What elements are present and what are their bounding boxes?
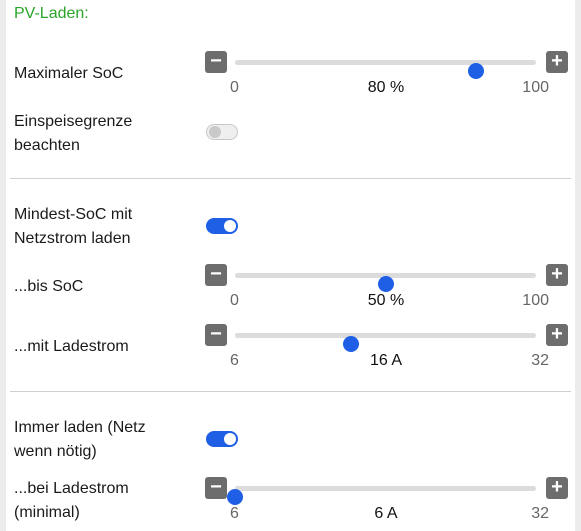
toggle-knob [209, 126, 221, 138]
min-current-increase-button[interactable]: + [546, 477, 568, 499]
with-current-increase-button[interactable]: + [546, 324, 568, 346]
always-charge-label-line2: wenn nötig) [14, 443, 97, 460]
until-soc-slider[interactable]: − + 0 50 % 100 [205, 264, 569, 314]
max-soc-decrease-button[interactable]: − [205, 51, 227, 73]
min-current-label-line1: ...bei Ladestrom [14, 480, 129, 497]
divider [10, 178, 571, 179]
min-soc-grid-label: Mindest-SoC mit Netzstrom laden [14, 203, 132, 251]
min-current-decrease-button[interactable]: − [205, 477, 227, 499]
divider [10, 391, 571, 392]
until-soc-decrease-button[interactable]: − [205, 264, 227, 286]
until-soc-thumb[interactable] [377, 276, 394, 292]
max-soc-increase-button[interactable]: + [546, 51, 568, 73]
toggle-knob [224, 433, 236, 445]
with-current-label: ...mit Ladestrom [14, 338, 129, 355]
min-current-track[interactable] [227, 486, 536, 505]
until-soc-min: 0 [230, 292, 239, 309]
feed-in-limit-label: Einspeisegrenze beachten [14, 110, 132, 158]
max-soc-track[interactable] [235, 60, 536, 79]
feed-in-limit-label-line1: Einspeisegrenze [14, 113, 133, 130]
min-current-slider[interactable]: − + 6 6 A 32 [205, 477, 569, 527]
until-soc-track[interactable] [235, 273, 536, 292]
min-current-label: ...bei Ladestrom (minimal) [14, 477, 129, 525]
with-current-decrease-button[interactable]: − [205, 324, 227, 346]
min-current-label-line2: (minimal) [14, 504, 80, 521]
until-soc-label: ...bis SoC [14, 278, 84, 295]
max-soc-value: 80 % [367, 79, 405, 96]
always-charge-label: Immer laden (Netz wenn nötig) [14, 416, 146, 464]
with-current-track[interactable] [235, 333, 536, 352]
max-soc-min: 0 [230, 79, 239, 96]
max-soc-label: Maximaler SoC [14, 65, 124, 82]
with-current-max: 32 [531, 352, 549, 369]
feed-in-limit-toggle[interactable] [206, 124, 238, 140]
always-charge-toggle[interactable] [206, 431, 238, 447]
min-current-value: 6 A [374, 505, 398, 522]
section-title: PV-Laden: [14, 5, 89, 22]
toggle-knob [224, 220, 236, 232]
min-current-min: 6 [230, 505, 239, 522]
max-soc-slider[interactable]: − + 0 80 % 100 [205, 51, 569, 101]
until-soc-increase-button[interactable]: + [546, 264, 568, 286]
min-current-max: 32 [531, 505, 549, 522]
with-current-min: 6 [230, 352, 239, 369]
min-soc-grid-toggle[interactable] [206, 218, 238, 234]
max-soc-thumb[interactable] [467, 63, 484, 79]
feed-in-limit-label-line2: beachten [14, 137, 80, 154]
pv-charging-panel: PV-Laden: Maximaler SoC − + 0 80 % 100 E… [6, 0, 575, 531]
max-soc-max: 100 [522, 79, 549, 96]
min-soc-grid-label-line1: Mindest-SoC mit [14, 206, 133, 223]
until-soc-max: 100 [522, 292, 549, 309]
with-current-value: 16 A [369, 352, 403, 369]
always-charge-label-line1: Immer laden (Netz [14, 419, 146, 436]
until-soc-value: 50 % [367, 292, 405, 309]
with-current-thumb[interactable] [342, 336, 359, 352]
with-current-slider[interactable]: − + 6 16 A 32 [205, 324, 569, 374]
min-soc-grid-label-line2: Netzstrom laden [14, 230, 131, 247]
min-current-thumb[interactable] [227, 489, 243, 505]
